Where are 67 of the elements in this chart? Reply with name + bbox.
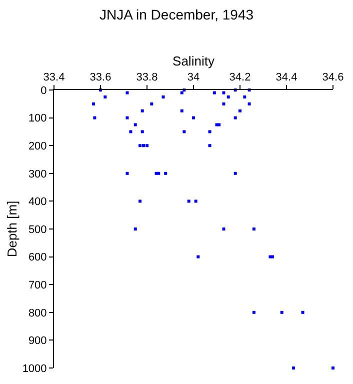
point — [162, 95, 165, 98]
point — [142, 144, 146, 148]
point — [134, 228, 137, 230]
point — [182, 130, 186, 134]
y-tick-label: 300 — [28, 168, 47, 180]
point — [212, 91, 216, 94]
point — [226, 95, 230, 98]
point — [150, 102, 154, 106]
point — [192, 116, 195, 120]
x-tick-label: 34.6 — [322, 72, 344, 84]
point — [196, 255, 200, 258]
y-tick-label: 700 — [28, 279, 47, 292]
point — [92, 102, 96, 106]
y-tick-label: 1000 — [22, 362, 47, 375]
x-tick-label: 34 — [187, 72, 200, 84]
y-tick-label: 200 — [28, 140, 47, 152]
point — [138, 144, 142, 148]
point — [180, 91, 184, 94]
point — [248, 102, 251, 106]
point — [208, 144, 212, 148]
point — [243, 95, 246, 98]
point — [194, 200, 198, 203]
point — [252, 310, 256, 314]
point — [146, 144, 148, 148]
point — [134, 123, 137, 126]
point — [252, 228, 256, 230]
chart-title: JNJA in December, 1943 — [99, 6, 254, 22]
point — [222, 228, 226, 230]
point — [140, 109, 144, 112]
point — [126, 116, 129, 120]
point — [208, 130, 212, 134]
point — [104, 95, 107, 98]
point — [157, 172, 160, 175]
point — [301, 310, 304, 314]
y-tick-label: 400 — [28, 196, 47, 208]
y-tick-label: 100 — [28, 112, 47, 125]
point — [138, 200, 142, 203]
y-tick-label: 600 — [28, 252, 47, 264]
y-axis-title: Depth [m] — [4, 200, 20, 258]
point — [93, 116, 96, 120]
point — [126, 91, 129, 94]
x-tick-label: 33.4 — [43, 72, 65, 84]
point — [222, 102, 226, 106]
y-tick-label: 0 — [40, 84, 47, 97]
x-axis-title: Salinity — [172, 54, 215, 69]
point — [332, 366, 334, 370]
point — [126, 172, 129, 175]
point — [129, 130, 132, 134]
y-tick-label: 900 — [28, 335, 47, 348]
point — [187, 200, 190, 203]
point — [234, 116, 237, 120]
point — [218, 123, 221, 126]
y-tick-label: 500 — [28, 224, 47, 236]
point — [180, 109, 184, 112]
point — [222, 91, 226, 94]
x-tick-label: 33.6 — [90, 72, 112, 84]
point — [140, 130, 144, 134]
point — [164, 172, 168, 175]
point — [234, 172, 237, 175]
point — [271, 255, 274, 258]
x-tick-label: 33.8 — [136, 72, 158, 84]
point — [238, 109, 242, 112]
x-tick-label: 34.4 — [276, 72, 298, 84]
point — [292, 366, 295, 370]
x-tick-label: 34.2 — [229, 72, 251, 84]
point — [280, 310, 284, 314]
y-tick-label: 800 — [28, 307, 47, 320]
